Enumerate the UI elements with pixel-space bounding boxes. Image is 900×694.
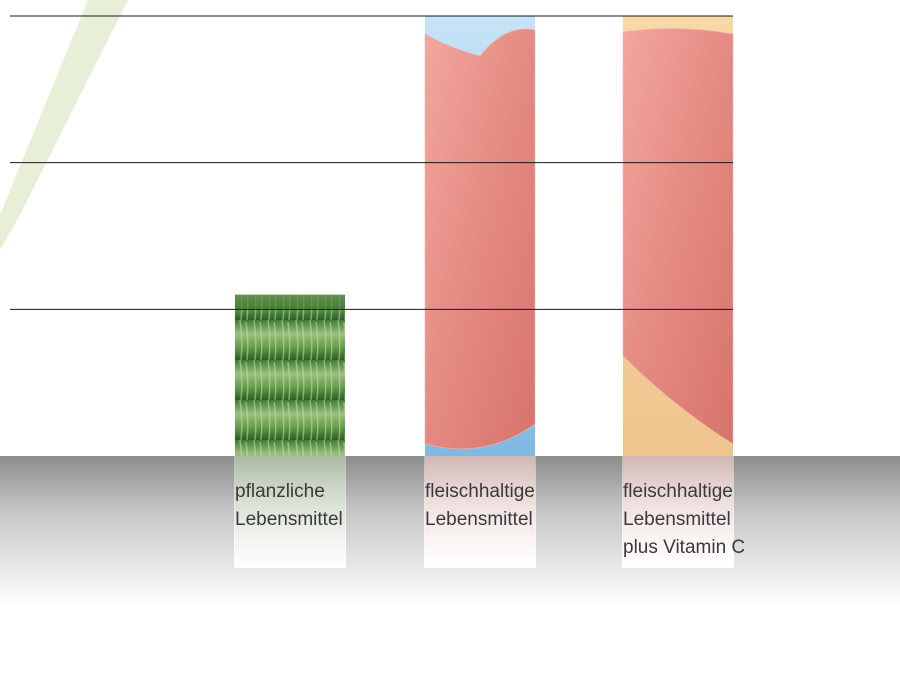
decorative-stripe [0,0,128,250]
category-label-1: pflanzliche Lebensmittel [235,481,343,530]
bar-1 [235,294,345,456]
category-label-3: fleischhaltige Lebensmittel plus Vitamin… [623,481,746,558]
reflections-layer [234,456,734,568]
bar-3-reflection [622,456,734,568]
bar-1-reflection [234,456,346,568]
grid-layer [10,15,733,310]
bars-layer [235,16,734,456]
category-label-2: fleischhaltige Lebensmittel [425,481,535,530]
bar-3 [622,16,734,456]
bar-2-reflection [424,456,536,568]
bar-2 [424,16,536,456]
